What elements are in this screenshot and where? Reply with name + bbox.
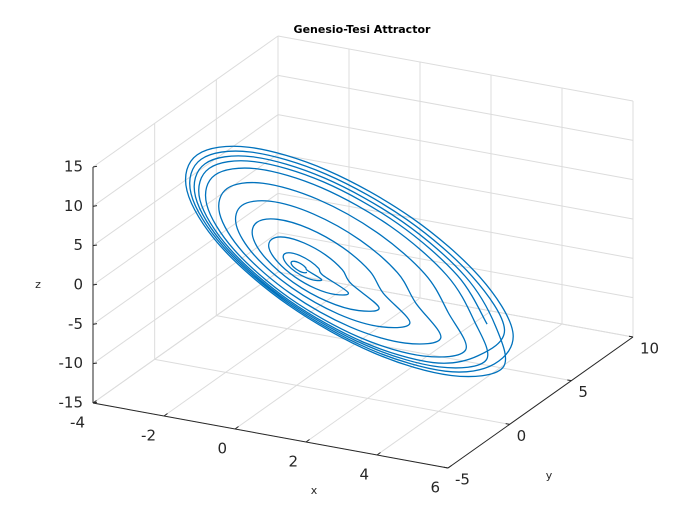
grid-line xyxy=(92,192,279,325)
chart-title: Genesio-Tesi Attractor xyxy=(294,23,431,36)
grid-line xyxy=(92,153,279,286)
y-tick xyxy=(567,379,572,382)
grid-line xyxy=(234,297,421,430)
x-tick xyxy=(163,413,168,417)
grid-line xyxy=(376,323,563,456)
z-tick xyxy=(92,283,98,286)
grid-line xyxy=(216,315,572,382)
y-axis-label: y xyxy=(546,469,553,482)
grid-line xyxy=(277,74,634,141)
z-tick xyxy=(92,362,98,365)
y-axis xyxy=(447,336,634,469)
z-axis-label: z xyxy=(35,278,41,291)
grid-line xyxy=(163,284,350,417)
y-tick-label: 0 xyxy=(517,427,527,445)
y-tick-label: 5 xyxy=(578,383,588,401)
z-tick xyxy=(92,323,98,325)
grid-line xyxy=(92,232,279,365)
z-tick-label: 0 xyxy=(73,276,83,294)
x-tick xyxy=(376,452,381,456)
x-tick-label: -2 xyxy=(141,427,156,445)
x-tick-label: -4 xyxy=(70,414,85,432)
x-tick-label: 4 xyxy=(359,466,369,484)
x-tick-label: 6 xyxy=(430,479,440,497)
y-tick-label: -5 xyxy=(455,471,470,489)
x-tick xyxy=(305,439,310,443)
grid-line xyxy=(92,35,279,168)
grid-line xyxy=(277,153,634,220)
y-tick xyxy=(505,423,510,425)
x-axis-label: x xyxy=(311,484,318,497)
x-tick xyxy=(234,426,239,430)
grid-line xyxy=(154,358,510,425)
z-tick-label: -5 xyxy=(68,315,83,333)
y-tick xyxy=(443,466,449,469)
grid-line xyxy=(92,271,279,404)
trajectory xyxy=(184,145,514,378)
grid-line xyxy=(277,271,634,338)
z-tick-label: 10 xyxy=(64,197,83,215)
z-tick-label: 5 xyxy=(73,236,83,254)
x-tick xyxy=(447,465,452,469)
x-axis xyxy=(92,402,449,469)
z-tick-label: -10 xyxy=(59,354,84,372)
grid-line xyxy=(277,35,634,102)
y-tick xyxy=(628,335,634,338)
y-tick-label: 10 xyxy=(640,340,659,358)
grid-line xyxy=(277,192,634,259)
z-tick xyxy=(92,244,98,247)
grid-line xyxy=(277,114,634,181)
z-tick xyxy=(92,165,98,168)
x-tick-label: 0 xyxy=(217,440,227,458)
z-tick-label: -15 xyxy=(59,394,84,412)
z-tick xyxy=(92,205,98,207)
z-tick xyxy=(92,401,98,404)
grid-line xyxy=(92,74,279,207)
z-tick-label: 15 xyxy=(64,158,83,176)
x-tick-label: 2 xyxy=(288,453,298,471)
